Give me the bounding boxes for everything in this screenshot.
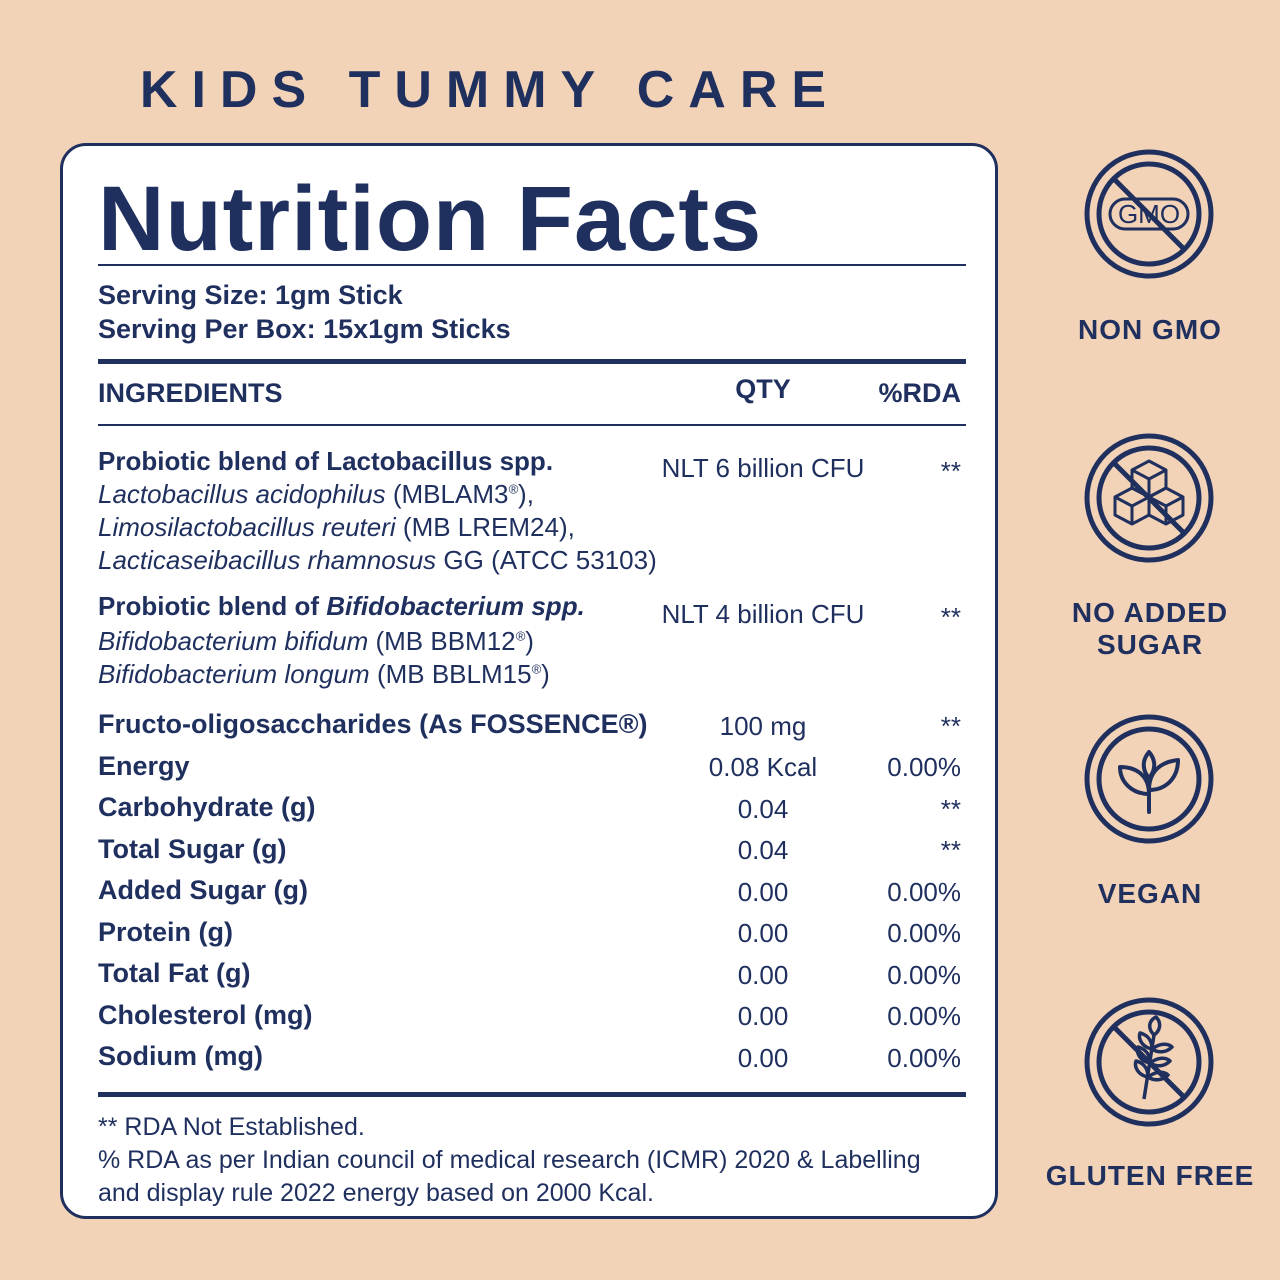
strain-line: Limosilactobacillus reuteri (MB LREM24), — [98, 512, 575, 542]
blend-qty: NLT 6 billion CFU — [661, 453, 865, 483]
nutrient-qty: 0.04 — [737, 794, 789, 824]
no-wheat-icon — [1082, 995, 1216, 1129]
serving-per-box: Serving Per Box: 15x1gm Sticks — [98, 314, 511, 344]
nutrient-qty: 0.00 — [737, 960, 789, 990]
nutrient-qty: 0.00 — [737, 918, 789, 948]
panel-title: Nutrition Facts — [98, 168, 763, 270]
blend-qty: NLT 4 billion CFU — [661, 599, 865, 629]
nutrient-qty: 0.00 — [737, 1043, 789, 1073]
nutrient-label: Protein (g) — [98, 917, 233, 947]
blend-title: Probiotic blend of Lactobacillus spp. — [98, 446, 554, 476]
no-sugar-cubes-icon — [1082, 431, 1216, 565]
badge-label: NO ADDED SUGAR — [1071, 597, 1229, 660]
nutrient-rda: 0.00% — [887, 1001, 961, 1031]
badge-label: GLUTEN FREE — [1045, 1160, 1255, 1191]
nutrient-qty: 100 mg — [719, 711, 807, 741]
nutrient-qty: 0.00 — [737, 1001, 789, 1031]
nutrient-label: Added Sugar (g) — [98, 875, 308, 905]
nutrient-label: Total Fat (g) — [98, 958, 251, 988]
nutrition-facts-panel: Nutrition Facts Serving Size: 1gm Stick … — [60, 143, 998, 1219]
nutrient-rda: 0.00% — [887, 752, 961, 782]
badge-label: NON GMO — [1078, 314, 1222, 345]
blend-title: Probiotic blend of Bifidobacterium spp. — [98, 591, 585, 621]
nutrient-label: Total Sugar (g) — [98, 834, 287, 864]
strain-line: Bifidobacterium longum (MB BBLM15®) — [98, 659, 550, 689]
column-header-ingredients: INGREDIENTS — [98, 378, 283, 408]
nutrient-label: Cholesterol (mg) — [98, 1000, 313, 1030]
brand-heading: KIDS TUMMY CARE — [139, 61, 841, 119]
serving-size: Serving Size: 1gm Stick — [98, 280, 403, 310]
nutrient-qty: 0.00 — [737, 877, 789, 907]
strain-line: Bifidobacterium bifidum (MB BBM12®) — [98, 626, 534, 656]
nutrient-rda: 0.00% — [887, 918, 961, 948]
no-gmo-icon: GMO — [1082, 147, 1216, 281]
nutrient-qty: 0.04 — [737, 835, 789, 865]
nutrient-label: Fructo-oligosaccharides (As FOSSENCE®) — [98, 709, 648, 739]
nutrient-rda: ** — [940, 794, 961, 824]
divider — [98, 359, 966, 364]
nutrient-rda: 0.00% — [887, 960, 961, 990]
strain-line: Lactobacillus acidophilus (MBLAM3®), — [98, 479, 534, 509]
nutrient-qty: 0.08 Kcal — [708, 752, 818, 782]
footnote-rda: ** RDA Not Established. — [98, 1113, 365, 1141]
column-header-rda: %RDA — [878, 378, 961, 408]
nutrient-rda: 0.00% — [887, 877, 961, 907]
leaf-icon — [1082, 712, 1216, 846]
divider — [98, 1092, 966, 1097]
column-header-qty: QTY — [735, 374, 791, 404]
badge-label: VEGAN — [1097, 878, 1203, 909]
blend-rda: ** — [940, 456, 961, 486]
nutrient-label: Sodium (mg) — [98, 1041, 263, 1071]
divider — [98, 264, 966, 266]
divider — [98, 424, 966, 426]
strain-line: Lacticaseibacillus rhamnosus GG (ATCC 53… — [98, 545, 657, 575]
nutrient-label: Energy — [98, 751, 190, 781]
nutrient-rda: ** — [940, 711, 961, 741]
footnote-icmr: % RDA as per Indian council of medical r… — [98, 1146, 921, 1207]
nutrient-label: Carbohydrate (g) — [98, 792, 316, 822]
nutrient-rda: ** — [940, 835, 961, 865]
blend-rda: ** — [940, 602, 961, 632]
nutrient-rda: 0.00% — [887, 1043, 961, 1073]
